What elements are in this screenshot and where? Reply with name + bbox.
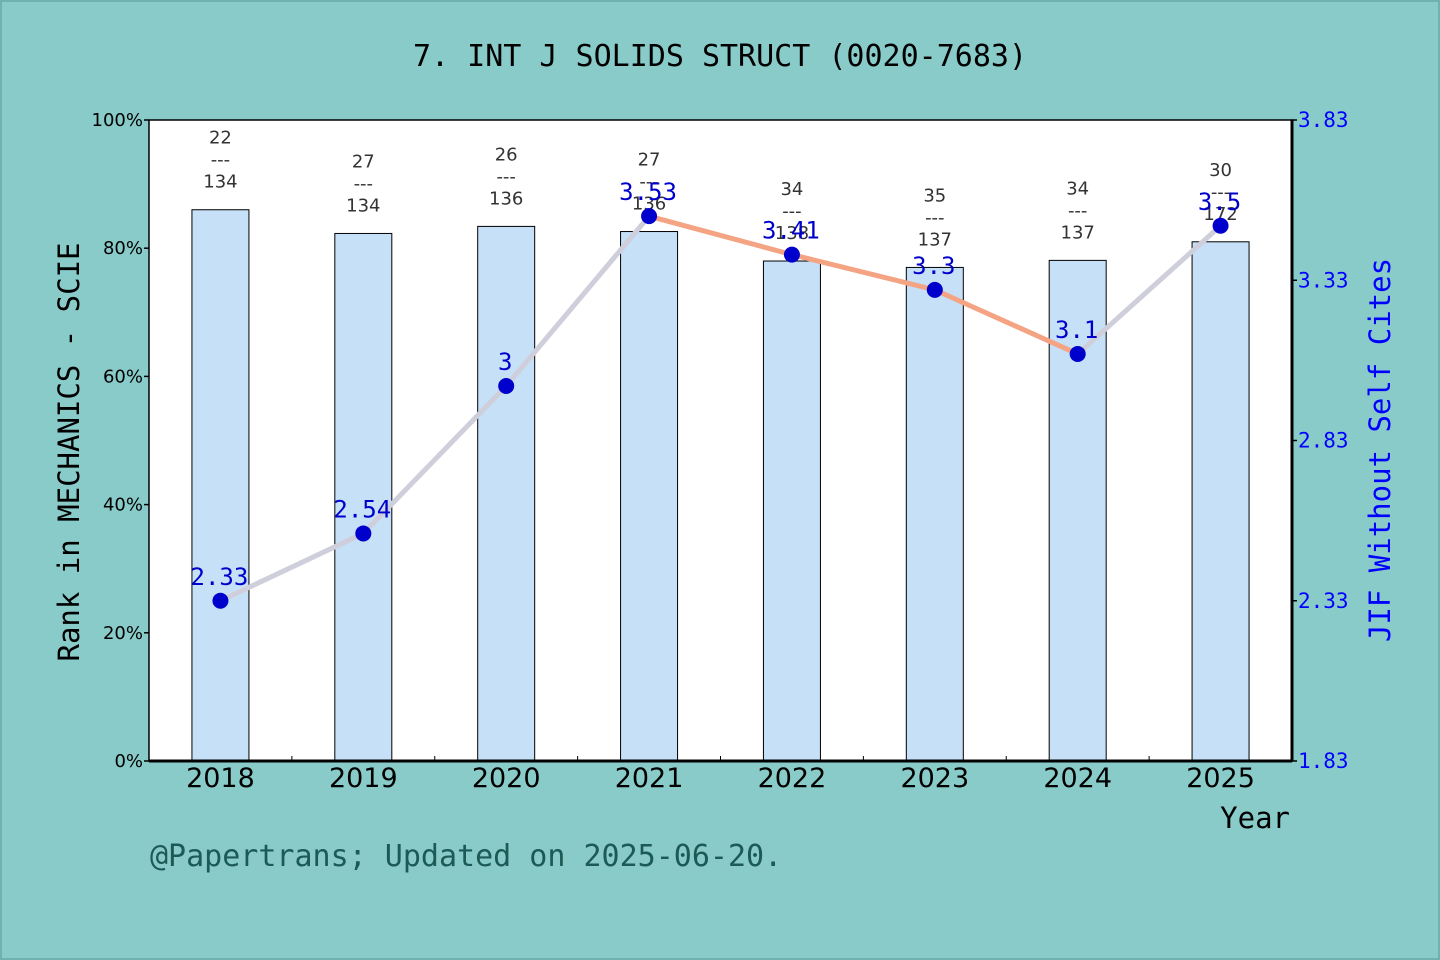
rank-label-2018: 22 xyxy=(209,128,232,149)
left-axis-title: Rank in MECHANICS - SCIE xyxy=(52,242,86,661)
x-tick-label-2025: 2025 xyxy=(1186,763,1255,794)
x-tick-label-2024: 2024 xyxy=(1043,763,1112,794)
right-tick-label-4: 3.83 xyxy=(1298,108,1349,132)
x-axis-title: Year xyxy=(1220,801,1290,835)
x-tick-label-2020: 2020 xyxy=(472,763,541,794)
jif-segment-2024 xyxy=(1075,223,1224,357)
rank-label-2023: 35 xyxy=(923,185,946,206)
jif-segment-2020 xyxy=(503,213,652,389)
rank-label-2020: 26 xyxy=(495,144,518,165)
jif-marker-2023 xyxy=(926,281,943,298)
rank-label-2022: 34 xyxy=(780,179,803,200)
right-axis-title: JIF Without Self Cites xyxy=(1363,258,1397,642)
rank-total-2021: 136 xyxy=(632,194,666,215)
bar-2023 xyxy=(905,266,964,762)
jif-segment-2018 xyxy=(217,530,366,604)
jif-marker-2020 xyxy=(498,378,515,395)
rank-label-2019: 27 xyxy=(352,151,375,172)
jif-value-label-2020: 3 xyxy=(498,348,512,376)
footer-credit: @Papertrans; Updated on 2025-06-20. xyxy=(150,839,782,874)
rank-divider-2019: --- xyxy=(354,173,374,194)
x-tick-label-2021: 2021 xyxy=(615,763,684,794)
bar-2019 xyxy=(334,232,393,762)
jif-marker-2024 xyxy=(1069,345,1086,362)
rank-total-2019: 134 xyxy=(346,195,380,216)
bar-2021 xyxy=(620,231,679,762)
bar-2020 xyxy=(477,225,536,762)
rank-divider-2025: --- xyxy=(1211,182,1231,203)
jif-value-label-2024: 3.1 xyxy=(1055,316,1098,344)
rank-label-2021: 27 xyxy=(638,150,661,171)
jif-value-label-2021: 3.53 xyxy=(619,178,677,206)
jif-line-layer: 2.33 2.54 3 3.53 3.41 3.3 3.1 3.5 xyxy=(191,178,1241,609)
rank-total-2024: 137 xyxy=(1061,222,1095,243)
jif-value-label-2022: 3.41 xyxy=(762,217,820,245)
left-tick-label-5: 100% xyxy=(92,110,143,131)
rank-total-2022: 138 xyxy=(775,223,809,244)
rank-total-2018: 134 xyxy=(203,172,237,193)
jif-value-label-2023: 3.3 xyxy=(912,252,955,280)
left-tick-label-4: 80% xyxy=(103,238,143,259)
rank-divider-2021: --- xyxy=(639,172,659,193)
jif-value-label-2019: 2.54 xyxy=(333,495,391,523)
jif-segment-2022 xyxy=(789,252,938,293)
rank-divider-2023: --- xyxy=(925,207,945,228)
right-tick-label-0: 1.83 xyxy=(1298,749,1349,773)
right-tick-label-1: 2.33 xyxy=(1298,589,1349,613)
x-tick-label-2023: 2023 xyxy=(900,763,969,794)
left-tick-label-1: 20% xyxy=(103,623,143,644)
plot-area xyxy=(148,119,1293,762)
x-tick-label-2018: 2018 xyxy=(186,763,255,794)
rank-label-2025: 30 xyxy=(1209,160,1232,181)
x-tick-label-2019: 2019 xyxy=(329,763,398,794)
left-tick-label-0: 0% xyxy=(114,751,143,772)
rank-divider-2022: --- xyxy=(782,201,802,222)
jif-marker-2021 xyxy=(641,208,658,225)
rank-label-2024: 34 xyxy=(1066,178,1089,199)
bar-2025 xyxy=(1191,241,1250,762)
rank-divider-2024: --- xyxy=(1068,200,1088,221)
jif-value-label-2018: 2.33 xyxy=(191,563,249,591)
right-tick-label-3: 3.33 xyxy=(1298,268,1349,292)
rank-total-2023: 137 xyxy=(918,229,952,250)
left-tick-label-3: 60% xyxy=(103,366,143,387)
rank-total-2025: 172 xyxy=(1203,204,1237,225)
jif-marker-2019 xyxy=(355,525,372,542)
jif-segment-2021 xyxy=(646,213,795,258)
jif-segment-2023 xyxy=(932,287,1081,357)
bar-2022 xyxy=(762,260,821,762)
jif-marker-2025 xyxy=(1212,217,1229,234)
bars-layer: 22---13427---13426---13627---13634---138… xyxy=(191,128,1250,762)
rank-divider-2020: --- xyxy=(496,166,516,187)
jif-marker-2022 xyxy=(783,246,800,263)
jif-segment-2019 xyxy=(360,383,509,536)
chart-title: 7. INT J SOLIDS STRUCT (0020-7683) xyxy=(413,39,1027,74)
bar-2018 xyxy=(191,209,250,762)
rank-divider-2018: --- xyxy=(211,150,231,171)
x-tick-label-2022: 2022 xyxy=(758,763,827,794)
left-tick-label-2: 40% xyxy=(103,495,143,516)
jif-value-label-2025: 3.5 xyxy=(1198,188,1241,216)
rank-total-2020: 136 xyxy=(489,188,523,209)
right-tick-label-2: 2.83 xyxy=(1298,429,1349,453)
jif-marker-2018 xyxy=(212,592,229,609)
axes-layer: 0%20%40%60%80%100%1.832.332.833.333.8320… xyxy=(92,108,1349,794)
